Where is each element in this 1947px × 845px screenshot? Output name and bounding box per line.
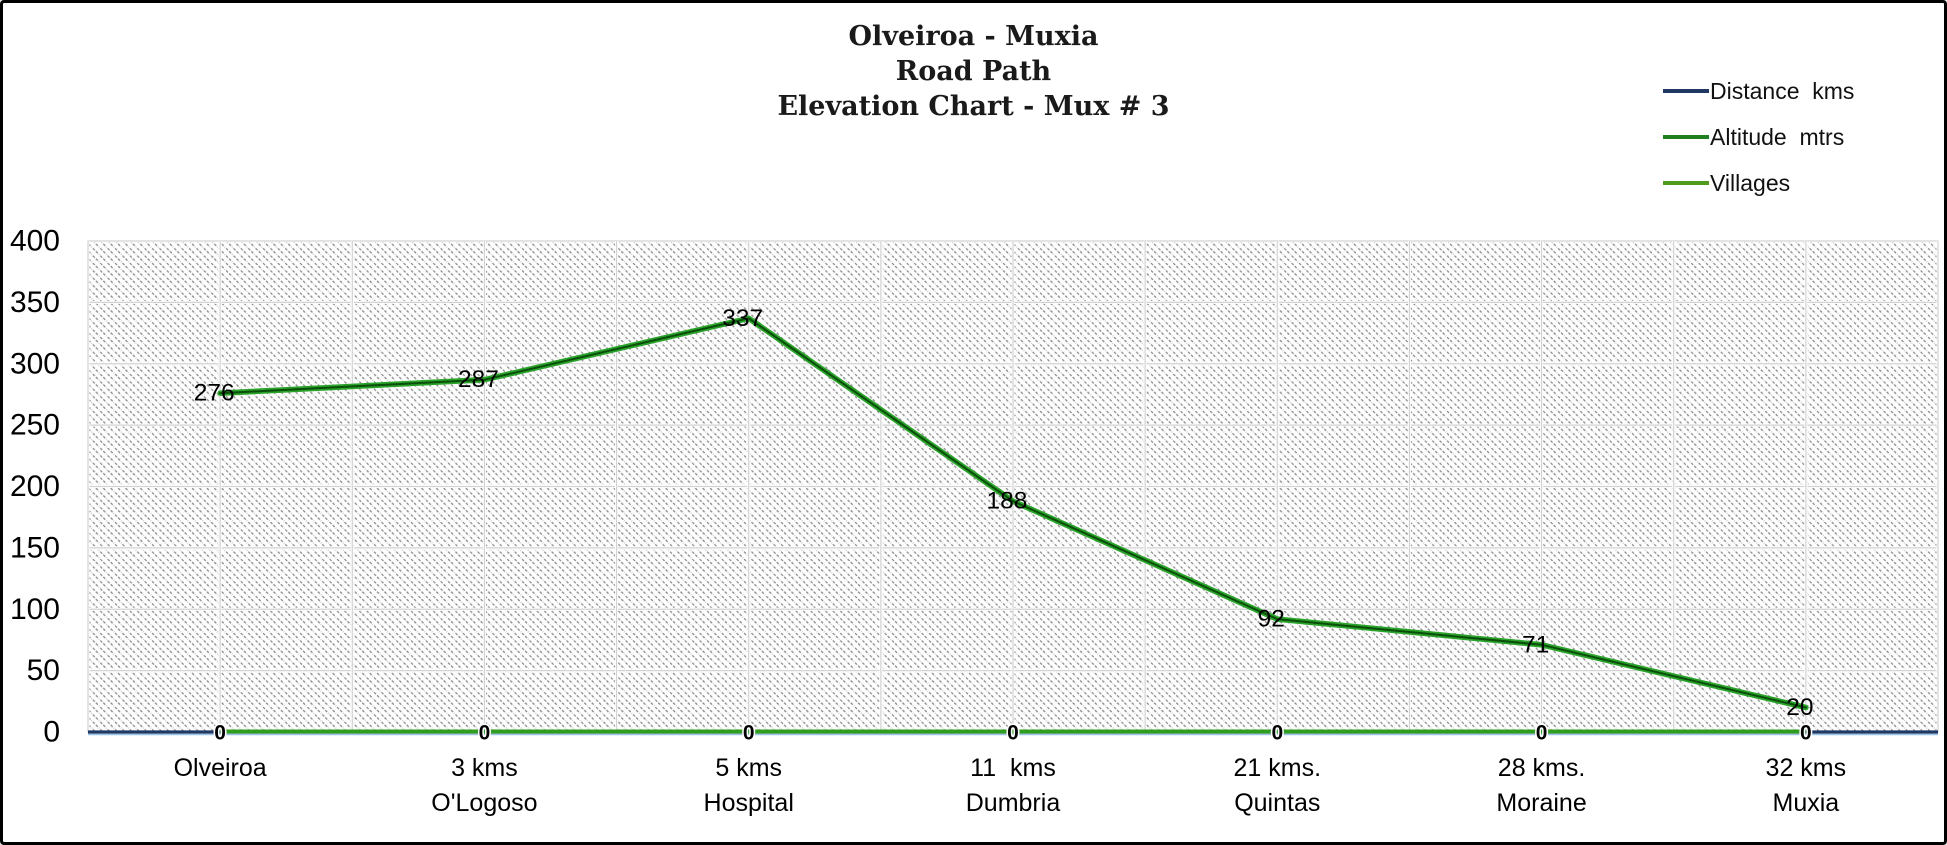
- legend-label: Altitude mtrs: [1710, 123, 1845, 150]
- y-tick-label: 150: [10, 531, 60, 564]
- x-tick-label-line1: 21 kms.: [1234, 754, 1322, 782]
- y-tick-label: 300: [10, 347, 60, 380]
- x-tick-label-line2: Quintas: [1234, 789, 1320, 817]
- villages-data-label: 0: [1800, 722, 1812, 745]
- villages-data-label: 0: [214, 722, 226, 745]
- plot-svg: 0 0 0 0 0 0 0276287337188927120050100150200250…: [10, 225, 1940, 817]
- legend-item-distance: Distance kms: [1663, 77, 1941, 105]
- x-tick-label-line1: 28 kms.: [1498, 754, 1586, 782]
- chart-title: Olveiroa - Muxia Road Path Elevation Cha…: [3, 19, 1944, 124]
- y-tick-label: 200: [10, 470, 60, 503]
- altitude-data-label: 337: [722, 305, 763, 332]
- legend-swatch-icon: [1663, 135, 1709, 139]
- chart-title-line-1: Olveiroa - Muxia: [848, 21, 1099, 52]
- x-tick-label-line2: Muxia: [1773, 789, 1840, 817]
- villages-data-label: 0: [479, 722, 491, 745]
- legend-item-altitude: Altitude mtrs: [1663, 123, 1941, 151]
- y-tick-label: 400: [10, 225, 60, 258]
- altitude-line-core: [219, 317, 1807, 709]
- x-tick-label-line1: 3 kms: [451, 754, 518, 782]
- chart-legend: Distance kms Altitude mtrs Villages: [1663, 77, 1941, 215]
- villages-data-label: 0: [1271, 722, 1283, 745]
- x-tick-label-line2: Hospital: [704, 789, 794, 817]
- x-tick-label-line2: Dumbria: [966, 789, 1061, 817]
- y-tick-label: 250: [10, 409, 60, 442]
- legend-label: Villages: [1710, 169, 1791, 196]
- altitude-data-label: 287: [458, 366, 499, 393]
- legend-label: Distance kms: [1710, 77, 1855, 104]
- legend-swatch-icon: [1663, 89, 1709, 93]
- x-tick-label-line2: Moraine: [1496, 789, 1586, 817]
- chart-title-line-2: Road Path: [895, 56, 1052, 87]
- x-tick-label-line1: 11 kms: [970, 754, 1056, 782]
- x-tick-label-line1: Olveiroa: [174, 754, 267, 782]
- altitude-data-label: 92: [1258, 606, 1285, 633]
- legend-item-villages: Villages: [1663, 169, 1941, 197]
- y-tick-label: 350: [10, 286, 60, 319]
- altitude-data-label: 188: [987, 488, 1028, 515]
- y-tick-label: 50: [27, 654, 60, 687]
- villages-data-label: 0: [743, 722, 755, 745]
- altitude-data-label: 20: [1786, 694, 1813, 721]
- x-tick-label-line1: 5 kms: [715, 754, 782, 782]
- villages-data-label: 0: [1536, 722, 1548, 745]
- x-tick-label-line2: O'Logoso: [431, 789, 537, 817]
- legend-swatch-icon: [1663, 181, 1709, 185]
- altitude-data-label: 71: [1522, 631, 1549, 658]
- x-tick-label-line1: 32 kms: [1766, 754, 1847, 782]
- villages-data-label: 0: [1007, 722, 1019, 745]
- chart-title-line-3: Elevation Chart - Mux # 3: [777, 91, 1170, 122]
- y-tick-label: 0: [43, 716, 60, 749]
- y-tick-label: 100: [10, 593, 60, 626]
- altitude-data-label: 276: [194, 380, 235, 407]
